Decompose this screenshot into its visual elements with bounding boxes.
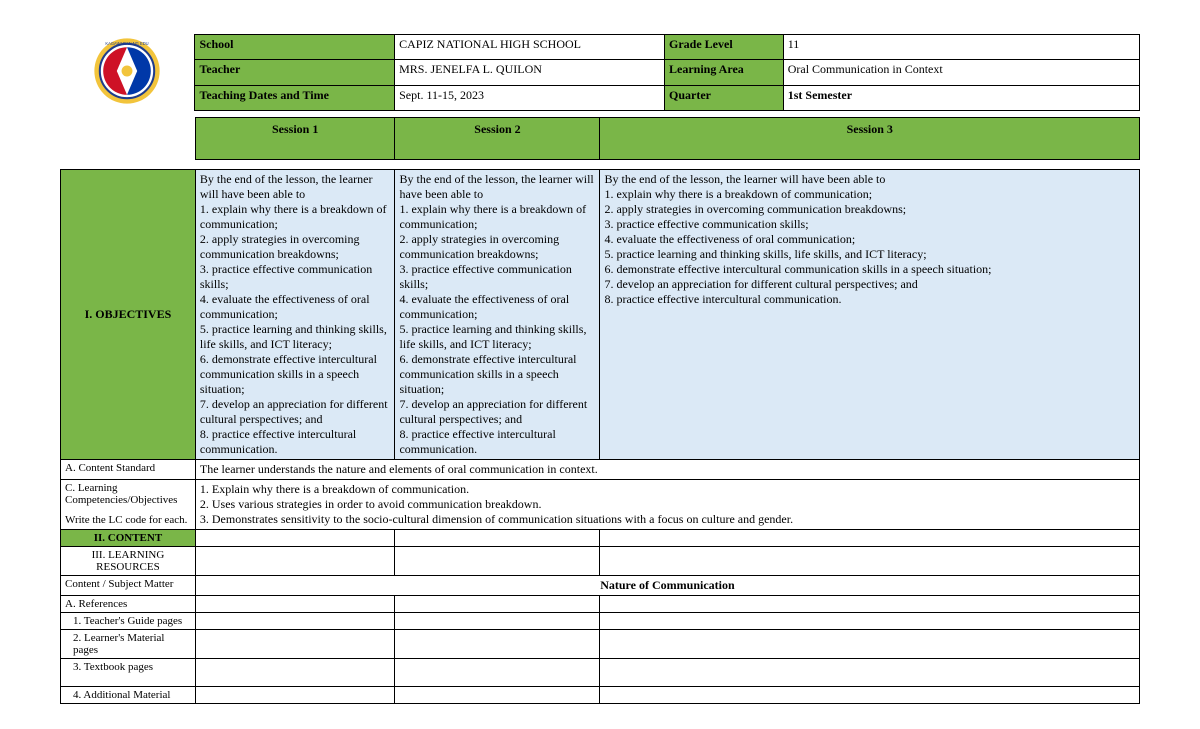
session-2-header: Session 2 [395, 118, 600, 160]
objectives-session-1: By the end of the lesson, the learner wi… [195, 170, 395, 460]
empty-corner [61, 118, 196, 160]
label-grade: Grade Level [665, 35, 784, 60]
label-teacher: Teacher [195, 60, 395, 85]
value-school: CAPIZ NATIONAL HIGH SCHOOL [395, 35, 665, 60]
value-grade: 11 [783, 35, 1139, 60]
content-standard-text: The learner understands the nature and e… [195, 460, 1139, 480]
label-area: Learning Area [665, 60, 784, 85]
subject-matter-text: Nature of Communication [195, 576, 1139, 596]
label-school: School [195, 35, 395, 60]
value-area: Oral Communication in Context [783, 60, 1139, 85]
header-table: KAGAWARAN NG EDU School CAPIZ NATIONAL H… [60, 34, 1140, 111]
section-content-standard-label: A. Content Standard [61, 460, 196, 480]
section-additional-material-label: 4. Additional Material [61, 687, 196, 704]
objectives-session-3: By the end of the lesson, the learner wi… [600, 170, 1140, 460]
section-content-label: II. CONTENT [61, 530, 196, 547]
objectives-session-2: By the end of the lesson, the learner wi… [395, 170, 600, 460]
session-3-header: Session 3 [600, 118, 1140, 160]
value-dates: Sept. 11-15, 2023 [395, 85, 665, 110]
value-teacher: MRS. JENELFA L. QUILON [395, 60, 665, 85]
section-subject-matter-label: Content / Subject Matter [61, 576, 196, 596]
section-learning-resources-label: III. LEARNING RESOURCES [61, 547, 196, 576]
section-objectives-label: I. OBJECTIVES [61, 170, 196, 460]
section-tb-pages-label: 3. Textbook pages [61, 659, 196, 687]
session-1-header: Session 1 [195, 118, 395, 160]
section-tg-pages-label: 1. Teacher's Guide pages [61, 613, 196, 630]
competencies-text: 1. Explain why there is a breakdown of c… [195, 480, 1139, 530]
section-references-label: A. References [61, 596, 196, 613]
main-table: Session 1 Session 2 Session 3 I. OBJECTI… [60, 117, 1140, 704]
label-quarter: Quarter [665, 85, 784, 110]
label-dates: Teaching Dates and Time [195, 85, 395, 110]
deped-logo-cell: KAGAWARAN NG EDU [60, 35, 195, 111]
value-quarter: 1st Semester [783, 85, 1139, 110]
svg-text:KAGAWARAN NG EDU: KAGAWARAN NG EDU [106, 41, 149, 46]
deped-logo: KAGAWARAN NG EDU [93, 37, 161, 105]
section-competencies-label: C. Learning Competencies/Objectives Writ… [61, 480, 196, 530]
section-lm-pages-label: 2. Learner's Material pages [61, 630, 196, 659]
